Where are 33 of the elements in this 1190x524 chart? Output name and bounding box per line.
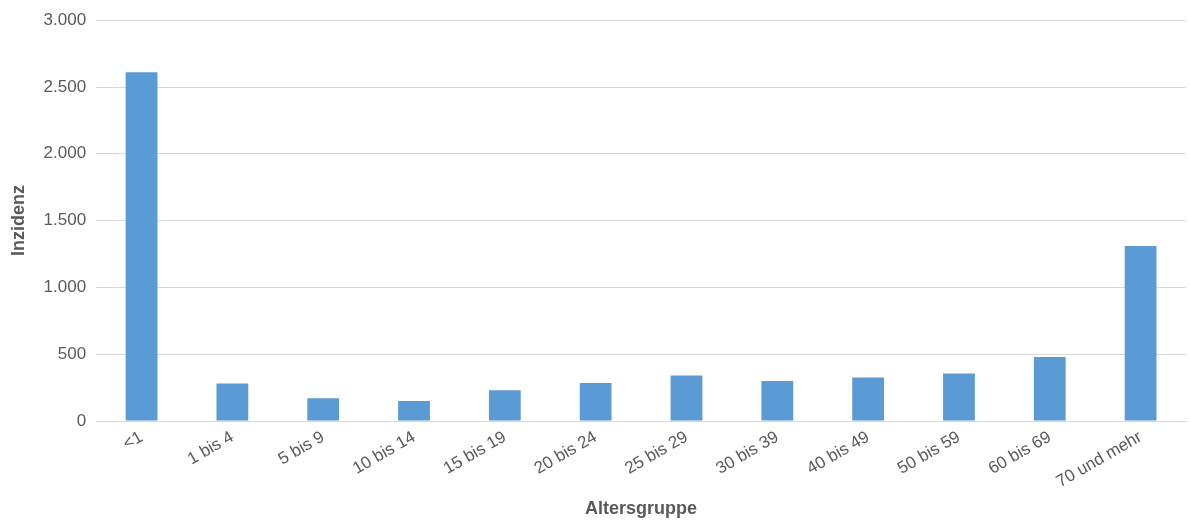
x-tick-label: 5 bis 9 [274, 426, 328, 469]
y-tick-label: 2.500 [43, 76, 87, 96]
bar [761, 380, 794, 421]
x-tick-label: 1 bis 4 [183, 426, 237, 469]
bar [488, 390, 521, 421]
y-tick-label: 3.000 [43, 9, 87, 29]
bar [1033, 356, 1066, 421]
x-tick-label: 30 bis 39 [712, 426, 782, 478]
y-tick-label: 1.000 [43, 277, 87, 297]
bar [943, 373, 975, 421]
x-tick-label: 20 bis 24 [530, 426, 600, 478]
x-tick-label: 25 bis 29 [621, 426, 691, 478]
bar [1124, 245, 1157, 421]
x-tick-label: 15 bis 19 [439, 426, 510, 478]
y-axis-title: Inzidenz [7, 185, 28, 257]
x-tick-label: 60 bis 69 [984, 426, 1055, 478]
y-tick-label: 2.000 [43, 143, 87, 163]
bar [579, 382, 612, 421]
bar [125, 72, 158, 421]
bar [670, 375, 703, 421]
bar [307, 398, 340, 421]
y-tick-label: 1.500 [43, 210, 87, 230]
bar [216, 383, 249, 421]
x-tick-label: 10 bis 14 [349, 426, 419, 478]
y-tick-label: 0 [76, 410, 87, 430]
x-tick-label: 50 bis 59 [894, 426, 964, 478]
x-tick-label: <1 [119, 426, 146, 454]
x-tick-label: 70 und mehr [1052, 426, 1146, 492]
bar [852, 377, 885, 421]
bar [398, 400, 430, 421]
y-tick-label: 500 [57, 343, 87, 363]
x-axis-title: Altersgruppe [585, 498, 698, 519]
x-tick-label: 40 bis 49 [803, 426, 873, 478]
